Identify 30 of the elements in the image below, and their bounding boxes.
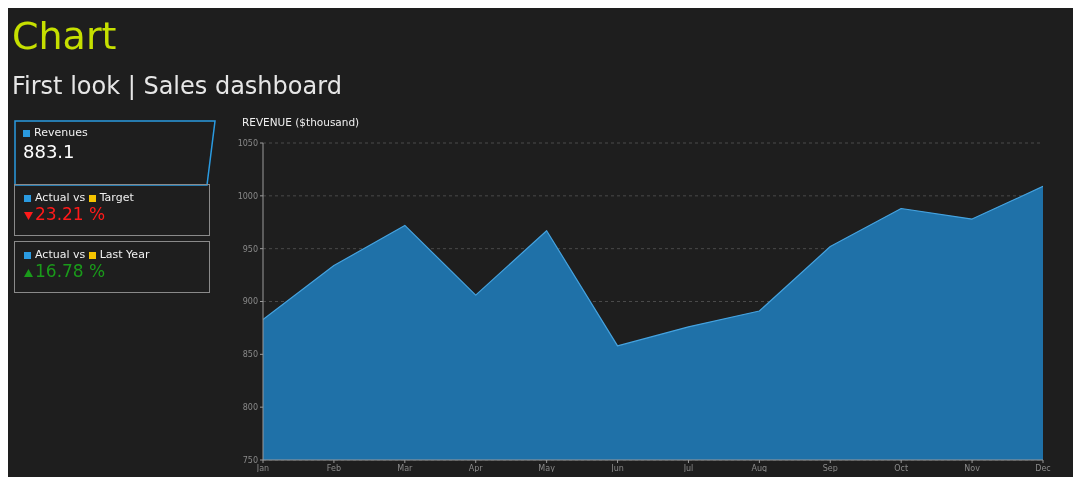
- x-tick-label: Sep: [822, 463, 838, 473]
- y-tick-label: 1050: [237, 138, 258, 148]
- x-tick-label: Mar: [397, 463, 414, 473]
- text: Target: [99, 191, 134, 204]
- y-tick-label: 850: [242, 350, 258, 360]
- x-tick-label: Jun: [610, 463, 624, 473]
- x-tick-label: Feb: [326, 463, 341, 473]
- chart-subtitle: First look | Sales dashboard: [12, 71, 342, 102]
- y-tick-label: 800: [242, 403, 258, 413]
- text: Actual vs: [35, 248, 86, 261]
- y-tick-label: 950: [242, 244, 258, 254]
- x-tick-label: Jul: [682, 463, 694, 473]
- y-axis-title: REVENUE ($thousand): [242, 116, 360, 128]
- y-tick-label: 750: [242, 455, 258, 465]
- text: Last Year: [99, 248, 150, 261]
- x-tick-label: Nov: [964, 463, 981, 473]
- text: Revenues: [33, 126, 89, 139]
- text: 16.78 %: [34, 261, 107, 281]
- x-tick-label: May: [538, 463, 556, 473]
- text: 883.1: [23, 141, 76, 162]
- chart-title: Chart: [12, 13, 117, 60]
- text: Actual vs: [35, 191, 86, 204]
- y-tick-label: 900: [242, 297, 258, 307]
- x-tick-label: Jan: [255, 463, 270, 473]
- x-tick-label: Apr: [468, 463, 484, 473]
- x-tick-label: Dec: [1035, 463, 1051, 473]
- x-tick-label: Aug: [751, 463, 768, 473]
- y-tick-label: 1000: [237, 191, 258, 201]
- text: 23.21 %: [34, 204, 107, 224]
- x-tick-label: Oct: [894, 463, 909, 473]
